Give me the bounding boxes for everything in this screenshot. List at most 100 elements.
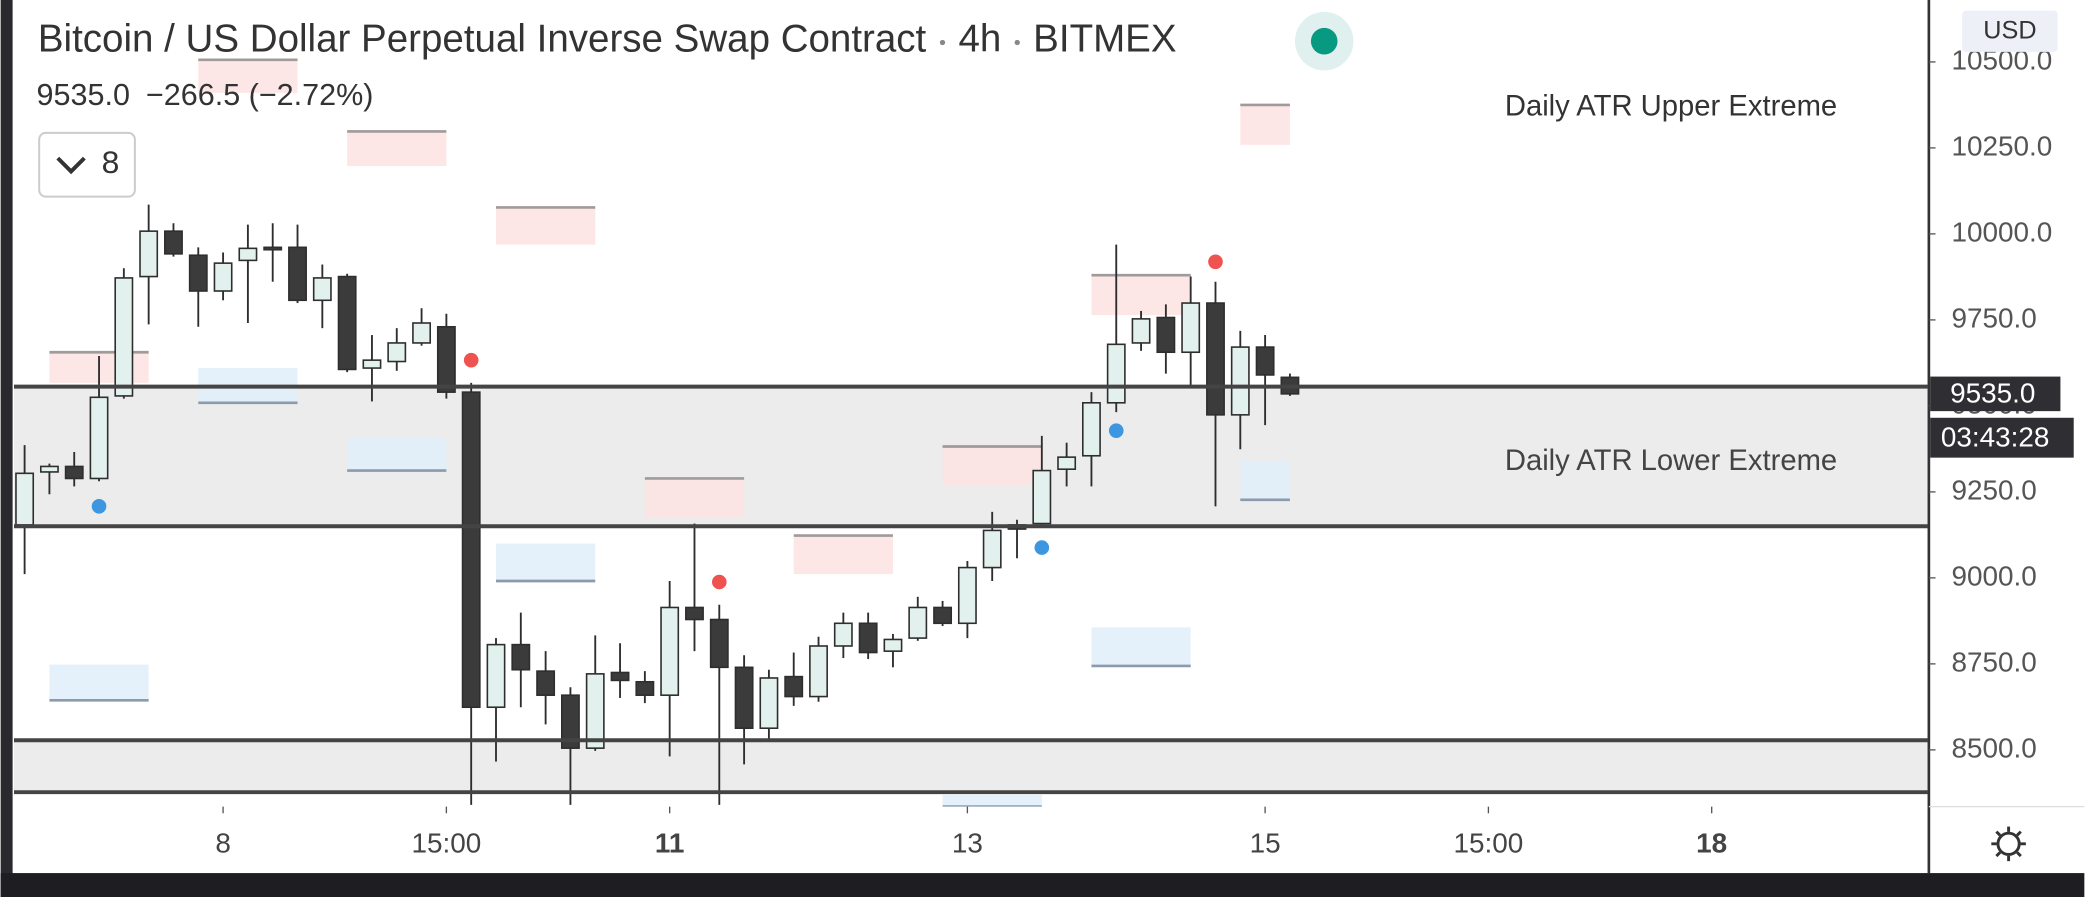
candle-body [511, 643, 531, 671]
candle-body [114, 277, 134, 397]
candle-body [263, 246, 283, 251]
settings-icon[interactable] [1991, 826, 2026, 862]
signal-dot [1208, 254, 1223, 270]
candle-body [536, 670, 556, 696]
x-tick-label: 15:00 [411, 828, 481, 859]
header: Bitcoin / US Dollar Perpetual Inverse Sw… [37, 11, 1354, 198]
candle-body [858, 622, 878, 654]
level-box [942, 446, 1042, 486]
candle-body [1181, 302, 1201, 354]
time-axis: 8 15:00 11 13 15 15:00 18 [215, 806, 1727, 859]
level-box [495, 207, 596, 245]
candle-body [660, 606, 680, 696]
x-tick-label: 13 [952, 828, 983, 859]
candle-body [585, 673, 605, 749]
x-tick-label: 15:00 [1454, 828, 1524, 859]
chevron-icon [56, 156, 86, 175]
candle-body [312, 277, 332, 302]
gear [1996, 831, 2021, 856]
x-tick-label: 15 [1250, 828, 1281, 859]
level-box [1240, 461, 1290, 500]
plot-area [13, 58, 1928, 807]
candle-body [89, 396, 109, 480]
candle-body [1230, 346, 1250, 416]
last-price: 9535.0 [37, 78, 130, 112]
candle-body [560, 694, 580, 749]
candle-body [436, 325, 456, 393]
y-tick-label: 9000.0 [1951, 560, 2036, 591]
level-box [1240, 104, 1290, 145]
candle-body [486, 643, 506, 709]
level-box [198, 59, 298, 93]
exchange: BITMEX [1033, 17, 1176, 60]
y-tick-label: 8500.0 [1951, 732, 2036, 763]
interval: 4h [958, 17, 1001, 60]
candle-body [1082, 402, 1101, 457]
countdown-tag [1930, 417, 2074, 458]
x-tick-label: 18 [1696, 828, 1727, 859]
candle-body [809, 645, 828, 698]
annotation: Daily ATR Upper Extreme [1505, 90, 1837, 122]
price-tag [1930, 376, 2061, 412]
level-box [347, 131, 447, 167]
candle-body [709, 618, 729, 669]
level-box [347, 437, 447, 471]
candle-body [412, 322, 432, 344]
level-box [644, 478, 745, 518]
candle-body [1106, 343, 1126, 404]
candle-body [288, 246, 307, 302]
candle-body [635, 680, 655, 696]
level-box [942, 794, 1042, 807]
price-tag-label: 9535.0 [1950, 378, 2035, 409]
candle-body [610, 671, 630, 682]
candle-body [833, 622, 853, 647]
separator [939, 39, 946, 46]
candle-body [337, 275, 357, 371]
candle-body [213, 262, 233, 292]
y-tick-label: 9750.0 [1951, 302, 2036, 333]
candle-body [139, 230, 159, 278]
candle-body [933, 606, 953, 625]
candle-body [164, 230, 183, 255]
status-dot [1310, 27, 1338, 55]
candle-body [685, 606, 704, 621]
candle-body [15, 472, 35, 526]
bottom-bar [0, 873, 2085, 897]
currency-button[interactable] [1962, 10, 2058, 52]
candle-body [1032, 469, 1052, 525]
signal-dot [711, 574, 727, 590]
candle-body [982, 529, 1002, 569]
x-tick-label: 11 [655, 828, 684, 859]
candle-body [759, 677, 779, 730]
signal-dot [91, 499, 107, 514]
currency: USD [1983, 17, 2036, 45]
level-box [793, 535, 893, 575]
candle-body [734, 666, 754, 730]
candle-body [1255, 346, 1275, 376]
candle-body [64, 465, 84, 480]
indicator-count: 8 [102, 144, 120, 180]
gear-teeth [1991, 826, 2026, 862]
candle-body [1206, 302, 1225, 416]
signal-dot [1034, 540, 1050, 555]
y-tick-label: 9250.0 [1951, 474, 2036, 505]
atr-zone [13, 740, 1928, 793]
y-tick-label: 10000.0 [1951, 216, 2052, 247]
level-box [1091, 627, 1191, 666]
annotation: Daily ATR Lower Extreme [1505, 445, 1837, 477]
candle-body [908, 606, 928, 639]
y-tick-label: 8750.0 [1951, 646, 2036, 677]
candle-body [387, 342, 407, 363]
candle-body [1057, 456, 1077, 470]
chart-title: Bitcoin / US Dollar Perpetual Inverse Sw… [38, 17, 927, 60]
indicator-toggle[interactable] [38, 131, 136, 198]
candle-body [883, 638, 903, 652]
candle-body [957, 566, 977, 625]
candle-body [1156, 316, 1176, 354]
candle-body [188, 254, 208, 292]
signal-dot [1108, 423, 1124, 438]
candle-body [362, 359, 382, 369]
candle-body [1131, 318, 1151, 344]
